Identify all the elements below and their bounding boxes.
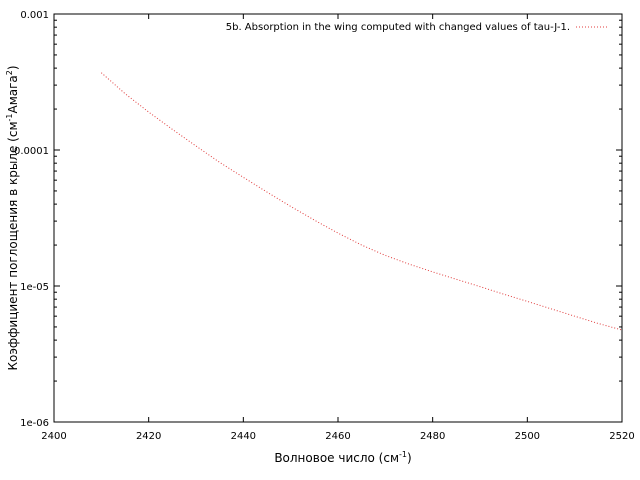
y-tick-label: 0.001 xyxy=(20,10,49,21)
x-tick-label: 2500 xyxy=(515,431,540,442)
y-axis-ticks: 0.001 0.0001 1e-05 1e-06 xyxy=(14,10,622,429)
series-layer xyxy=(100,72,623,331)
y-axis-label: Коэффициент поглощения в крыле (см-1Амаг… xyxy=(5,65,20,370)
plot-frame xyxy=(53,13,623,423)
x-tick-label: 2520 xyxy=(609,431,634,442)
x-tick-label: 2480 xyxy=(420,431,445,442)
y-tick-label: 1e-06 xyxy=(20,418,49,429)
x-tick-label: 2460 xyxy=(325,431,350,442)
legend-entry-label: 5b. Absorption in the wing computed with… xyxy=(226,22,570,33)
x-axis-label: Волновое число (см-1) xyxy=(274,450,411,465)
y-tick-label: 0.0001 xyxy=(14,146,49,157)
x-axis-ticks: 2400 2420 2440 2460 2480 2500 2520 xyxy=(41,14,635,442)
series-line xyxy=(100,72,623,331)
legend: 5b. Absorption in the wing computed with… xyxy=(226,22,607,33)
x-tick-label: 2420 xyxy=(136,431,161,442)
y-tick-label: 1e-05 xyxy=(20,282,49,293)
x-tick-label: 2400 xyxy=(41,431,66,442)
x-tick-label: 2440 xyxy=(231,431,256,442)
